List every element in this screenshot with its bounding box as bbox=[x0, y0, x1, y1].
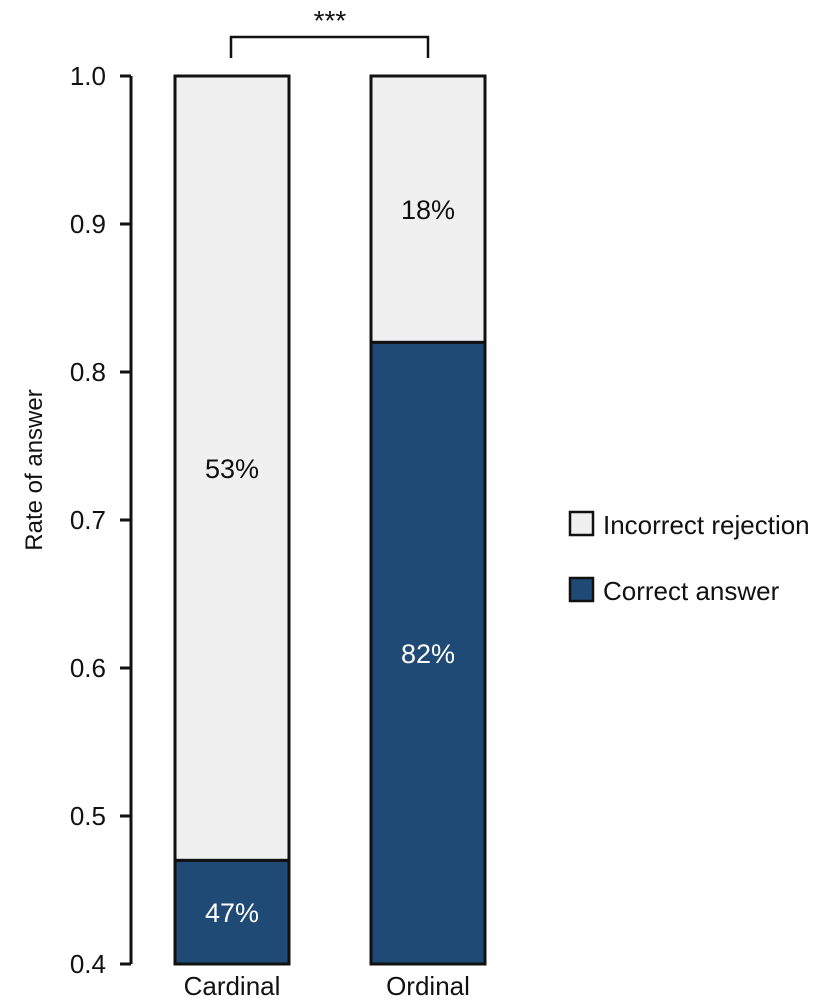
data-label-cardinal-correct-answer: 47% bbox=[205, 898, 259, 928]
y-tick-label: 0.9 bbox=[70, 209, 106, 239]
data-label-cardinal-incorrect-rejection: 53% bbox=[205, 454, 259, 484]
legend-swatch-incorrect-rejection bbox=[568, 510, 595, 537]
significance-label: *** bbox=[314, 5, 347, 36]
legend-swatch-correct-answer bbox=[568, 576, 595, 603]
x-tick-label-cardinal: Cardinal bbox=[184, 971, 281, 1001]
bar-cardinal-correct-answer bbox=[173, 858, 291, 966]
significance-bracket bbox=[229, 35, 430, 58]
y-axis-ticks: 0.4 0.5 0.6 0.7 0.8 0.9 1.0 bbox=[70, 61, 131, 979]
bars: 53% 47% 18% 82% bbox=[173, 74, 487, 966]
y-tick-label: 0.7 bbox=[70, 505, 106, 535]
bar-ordinal-correct-answer bbox=[369, 340, 487, 966]
y-tick-label: 0.4 bbox=[70, 949, 106, 979]
y-axis-title: Rate of answer bbox=[21, 389, 48, 550]
y-tick-label: 1.0 bbox=[70, 61, 106, 91]
y-tick-label: 0.5 bbox=[70, 801, 106, 831]
legend: Incorrect rejection Correct answer bbox=[568, 510, 810, 606]
legend-label-incorrect-rejection: Incorrect rejection bbox=[603, 510, 810, 540]
bar-ordinal-incorrect-rejection bbox=[369, 74, 487, 344]
data-label-ordinal-incorrect-rejection: 18% bbox=[401, 195, 455, 225]
y-tick-label: 0.8 bbox=[70, 357, 106, 387]
x-tick-label-ordinal: Ordinal bbox=[386, 971, 470, 1001]
y-tick-label: 0.6 bbox=[70, 653, 106, 683]
data-label-ordinal-correct-answer: 82% bbox=[401, 639, 455, 669]
legend-label-correct-answer: Correct answer bbox=[603, 576, 780, 606]
bar-cardinal-incorrect-rejection bbox=[173, 74, 291, 862]
category-labels: Cardinal Ordinal bbox=[184, 971, 470, 1001]
